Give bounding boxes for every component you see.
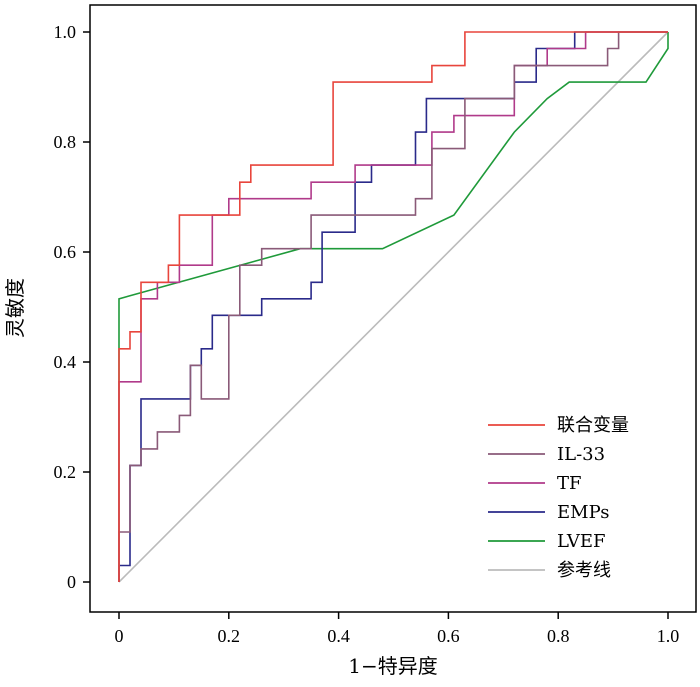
roc-curve-0	[118, 31, 668, 582]
roc-curve-5	[118, 31, 669, 583]
plot-frame	[89, 4, 697, 613]
roc-curves	[118, 31, 669, 583]
y-tick-label: 0.6	[54, 242, 77, 262]
y-tick-label: 0	[67, 572, 76, 592]
legend-label: 参考线	[557, 560, 611, 581]
x-axis-title: 1−特异度	[348, 654, 437, 678]
legend-label: 联合变量	[557, 415, 629, 436]
x-tick-label: 0.4	[327, 626, 350, 646]
y-tick-label: 0.8	[54, 132, 77, 152]
y-tick-label: 0.2	[54, 462, 77, 482]
y-axis: 0 0.2 0.4 0.6 0.8 1.0	[54, 22, 90, 592]
legend-label: IL-33	[557, 444, 605, 465]
legend: 联合变量 IL-33 TF EMPs LVEF 参考线	[488, 415, 629, 581]
roc-curve-1	[118, 31, 668, 582]
y-axis-title: 灵敏度	[3, 278, 27, 338]
x-axis: 0 0.2 0.4 0.6 0.8 1.0	[115, 612, 680, 646]
x-tick-label: 0.8	[547, 626, 570, 646]
legend-label: TF	[557, 473, 582, 494]
y-tick-label: 0.4	[54, 352, 77, 372]
x-tick-label: 1.0	[657, 626, 680, 646]
x-tick-label: 0.2	[218, 626, 241, 646]
legend-label: LVEF	[557, 531, 605, 552]
x-tick-label: 0.6	[437, 626, 460, 646]
y-tick-label: 1.0	[54, 22, 77, 42]
legend-label: EMPs	[557, 502, 609, 523]
x-tick-label: 0	[115, 626, 124, 646]
